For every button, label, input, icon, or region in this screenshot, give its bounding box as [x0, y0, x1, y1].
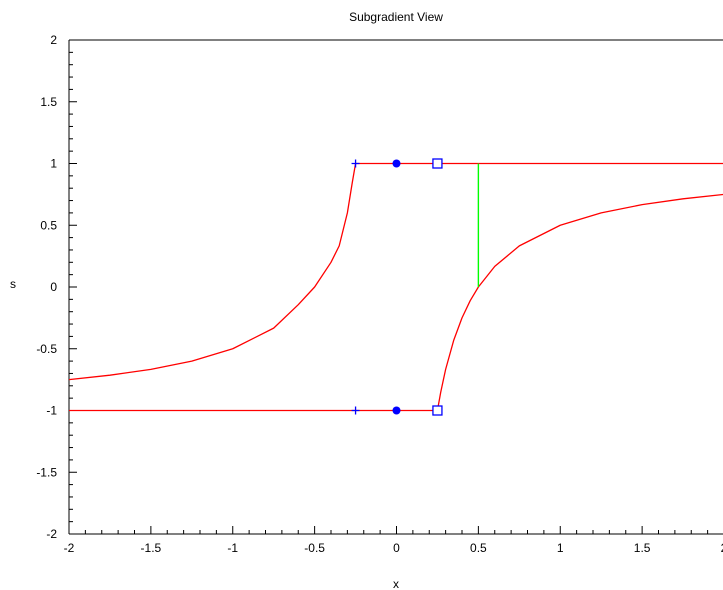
- dot-marker: [392, 159, 401, 168]
- square-marker: [432, 405, 443, 416]
- x-tick-label: 0: [393, 541, 400, 555]
- x-tick-label: -1: [227, 541, 238, 555]
- y-tick-label: 1: [50, 157, 57, 171]
- y-axis-title: s: [10, 277, 16, 291]
- x-tick-label: -0.5: [304, 541, 325, 555]
- x-tick-label: 2: [721, 541, 723, 555]
- plus-marker: [351, 406, 360, 415]
- square-marker: [432, 158, 443, 169]
- y-tick-label: 2: [50, 33, 57, 47]
- axes: -2 -1.5 -1 -0.5 0 0.5 1 1.5 2 -2 -1.5 -1 -0.5 0 0.5 1 1.…: [36, 33, 723, 555]
- y-tick-label: 0: [50, 280, 57, 294]
- chart-title: Subgradient View: [349, 10, 443, 24]
- marker-layer: [351, 158, 443, 416]
- x-tick-label: 1.5: [634, 541, 651, 555]
- x-tick-label: 1: [557, 541, 564, 555]
- series-layer: [68, 162, 723, 412]
- x-tick-label: -2: [64, 541, 75, 555]
- x-axis-title: x: [393, 577, 399, 590]
- plus-marker: [351, 159, 360, 168]
- y-tick-label: -0.5: [36, 342, 57, 356]
- y-tick-label: -2: [46, 527, 57, 541]
- x-tick-label: 0.5: [470, 541, 487, 555]
- y-tick-label: -1.5: [36, 465, 57, 479]
- subgradient-curve-0: [68, 163, 357, 381]
- y-tick-label: 1.5: [40, 95, 57, 109]
- x-tick-label: -1.5: [141, 541, 162, 555]
- subgradient-curve-3: [436, 193, 723, 411]
- y-tick-label: -1: [46, 404, 57, 418]
- y-tick-label: 0.5: [40, 218, 57, 232]
- dot-marker: [392, 406, 401, 415]
